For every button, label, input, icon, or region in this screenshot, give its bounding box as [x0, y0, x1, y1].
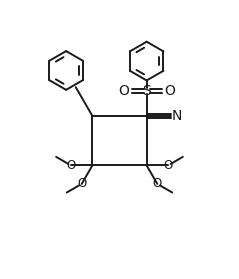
- Text: S: S: [142, 84, 151, 98]
- Text: O: O: [77, 177, 86, 190]
- Text: N: N: [171, 109, 182, 123]
- Text: O: O: [118, 84, 129, 98]
- Text: O: O: [153, 177, 162, 190]
- Text: O: O: [66, 159, 76, 172]
- Text: O: O: [163, 159, 173, 172]
- Text: O: O: [164, 84, 175, 98]
